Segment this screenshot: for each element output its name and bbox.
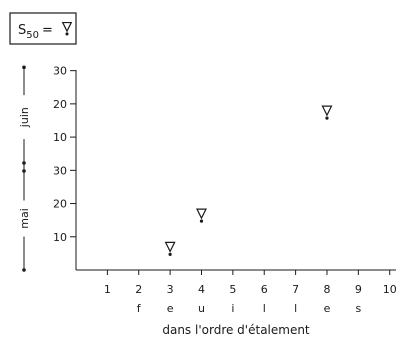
y-tick-label-2: 30 bbox=[53, 164, 67, 177]
x-letter-5: l bbox=[294, 302, 297, 315]
month-bracket-dot-1 bbox=[22, 161, 26, 165]
x-tick-label-7: 8 bbox=[323, 283, 330, 296]
month-label-1: juin bbox=[18, 107, 31, 128]
x-letter-1: e bbox=[167, 302, 174, 315]
x-letter-2: u bbox=[198, 302, 205, 315]
legend-label: S50 = bbox=[18, 23, 53, 41]
y-tick-label-0: 10 bbox=[53, 231, 67, 244]
x-letter-3: i bbox=[231, 302, 234, 315]
data-point-2 bbox=[321, 105, 333, 120]
data-point-2-dot bbox=[325, 116, 329, 120]
x-axis-label: dans l'ordre d'étalement bbox=[162, 323, 310, 337]
y-ticks: 10 20 30 10 20 30 bbox=[53, 65, 76, 244]
month-bracket: mai juin bbox=[18, 65, 31, 272]
x-tick-label-0: 1 bbox=[104, 283, 111, 296]
x-tick-label-3: 4 bbox=[198, 283, 205, 296]
x-tick-label-2: 3 bbox=[167, 283, 174, 296]
y-tick-label-5: 30 bbox=[53, 65, 67, 78]
legend: S50 = bbox=[9, 12, 77, 45]
legend-box bbox=[9, 12, 77, 45]
month-bracket-dot-2 bbox=[22, 169, 26, 173]
x-letter-0: f bbox=[137, 302, 142, 315]
y-tick-label-4: 20 bbox=[53, 98, 67, 111]
x-tick-label-5: 6 bbox=[261, 283, 268, 296]
legend-marker-glyph-dot bbox=[65, 32, 69, 36]
legend-subscript: 50 bbox=[26, 30, 39, 41]
data-point-2-triangle bbox=[321, 105, 333, 117]
data-point-1 bbox=[196, 208, 207, 223]
legend-symbol: S bbox=[18, 23, 26, 38]
axes bbox=[75, 70, 396, 271]
y-tick-label-1: 20 bbox=[53, 198, 67, 211]
month-label-0: mai bbox=[18, 208, 31, 229]
x-tick-label-8: 9 bbox=[355, 283, 362, 296]
data-point-0 bbox=[164, 241, 176, 256]
x-tick-label-9: 10 bbox=[383, 283, 397, 296]
legend-marker-glyph-triangle bbox=[61, 21, 73, 33]
y-tick-label-3: 10 bbox=[53, 131, 67, 144]
month-bracket-dot-3 bbox=[22, 268, 26, 272]
x-letter-7: s bbox=[355, 302, 361, 315]
data-points bbox=[164, 105, 333, 256]
x-ticks: 1 2 3 4 5 6 7 8 9 10 bbox=[104, 270, 397, 296]
legend-equals: = bbox=[42, 23, 53, 38]
data-point-0-triangle bbox=[164, 241, 176, 253]
data-point-1-triangle bbox=[196, 208, 207, 220]
x-tick-label-6: 7 bbox=[292, 283, 299, 296]
data-point-1-dot bbox=[199, 219, 204, 223]
legend-marker-icon bbox=[61, 21, 73, 36]
x-tick-label-4: 5 bbox=[229, 283, 236, 296]
x-letter-4: l bbox=[263, 302, 266, 315]
data-point-0-dot bbox=[168, 252, 172, 256]
x-tick-label-1: 2 bbox=[135, 283, 142, 296]
x-letter-6: e bbox=[324, 302, 331, 315]
month-bracket-dot-0 bbox=[22, 65, 26, 70]
legend-marker-glyph bbox=[61, 21, 73, 36]
